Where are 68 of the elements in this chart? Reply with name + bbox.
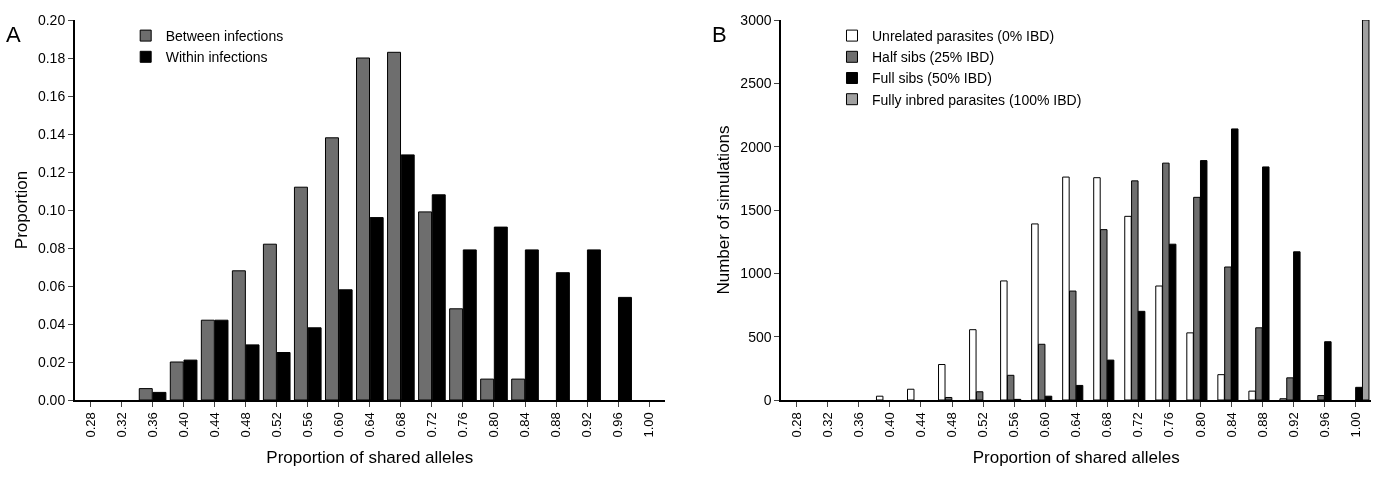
x-tick-label: 0.32 [113, 412, 129, 438]
y-tick-label: 0.14 [37, 125, 66, 142]
x-tick-label: 0.44 [206, 412, 222, 438]
y-tick-label: 3000 [740, 11, 772, 28]
x-tick-label: 0.64 [1068, 412, 1084, 438]
x-tick-label: 0.56 [1006, 412, 1022, 438]
x-tick-label: 0.84 [517, 412, 533, 438]
x-tick-label: 0.88 [548, 412, 564, 438]
x-tick-label: 0.56 [299, 412, 315, 438]
legend-label: Half sibs (25% IBD) [871, 49, 995, 66]
y-tick-label: 0.20 [37, 11, 66, 28]
x-tick-label: 0.68 [393, 412, 409, 438]
x-tick-label: 0.48 [944, 412, 960, 438]
x-tick-label: 0.84 [1223, 412, 1239, 438]
y-tick-label: 0.12 [37, 163, 66, 180]
x-tick-label: 0.96 [610, 412, 626, 438]
x-tick-label: 0.76 [455, 412, 471, 438]
y-tick-label: 0.08 [37, 239, 66, 256]
y-tick-label: 1500 [740, 201, 772, 218]
y-tick-label: 2000 [740, 138, 772, 155]
x-tick-label: 0.92 [1285, 412, 1301, 438]
x-tick-label: 0.64 [362, 412, 378, 438]
legend-label: Between infections [165, 28, 284, 45]
x-tick-label: 0.48 [237, 412, 253, 438]
x-tick-label: 0.60 [1037, 412, 1053, 438]
x-tick-label: 0.52 [268, 412, 284, 438]
x-tick-label: 0.96 [1316, 412, 1332, 438]
y-tick-label: 0.18 [37, 49, 66, 66]
x-tick-label: 0.28 [789, 412, 805, 438]
x-tick-label: 0.52 [975, 412, 991, 438]
x-tick-label: 0.76 [1161, 412, 1177, 438]
x-tick-label: 0.60 [331, 412, 347, 438]
x-tick-label: 0.68 [1099, 412, 1115, 438]
legend-label: Within infections [165, 49, 268, 66]
x-axis-title: Proportion of shared alleles [266, 448, 474, 468]
chart-title: B [712, 22, 727, 47]
y-tick-label: 0.16 [37, 87, 66, 104]
y-tick-label: 0 [763, 391, 772, 408]
y-tick-label: 0.10 [37, 201, 66, 218]
x-tick-label: 0.40 [175, 412, 191, 438]
y-axis-title: Number of simulations [714, 125, 734, 295]
y-tick-label: 0.02 [37, 353, 66, 370]
y-tick-label: 0.04 [37, 315, 66, 332]
x-axis-title: Proportion of shared alleles [972, 448, 1180, 468]
x-tick-label: 0.88 [1254, 412, 1270, 438]
y-tick-label: 0.00 [37, 391, 66, 408]
x-tick-label: 0.28 [82, 412, 98, 438]
x-tick-label: 1.00 [1347, 412, 1363, 438]
x-tick-label: 1.00 [641, 412, 657, 438]
y-tick-label: 1000 [740, 265, 772, 282]
y-tick-label: 500 [748, 328, 772, 345]
y-tick-label: 2500 [740, 75, 772, 92]
x-tick-label: 0.36 [144, 412, 160, 438]
legend-label: Unrelated parasites (0% IBD) [871, 28, 1055, 45]
x-tick-label: 0.72 [424, 412, 440, 438]
x-tick-label: 0.72 [1130, 412, 1146, 438]
x-tick-label: 0.80 [1192, 412, 1208, 438]
x-tick-label: 0.36 [851, 412, 867, 438]
legend-label: Fully inbred parasites (100% IBD) [871, 91, 1082, 108]
chart-title: A [6, 22, 21, 47]
x-tick-label: 0.32 [820, 412, 836, 438]
x-tick-label: 0.80 [486, 412, 502, 438]
x-tick-label: 0.40 [882, 412, 898, 438]
legend-label: Full sibs (50% IBD) [871, 70, 992, 87]
x-tick-label: 0.92 [579, 412, 595, 438]
y-tick-label: 0.06 [37, 277, 66, 294]
x-tick-label: 0.44 [913, 412, 929, 438]
y-axis-title: Proportion [12, 170, 31, 250]
